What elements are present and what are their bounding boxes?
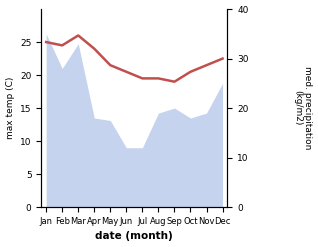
- X-axis label: date (month): date (month): [95, 231, 173, 242]
- Y-axis label: max temp (C): max temp (C): [5, 77, 15, 139]
- Y-axis label: med. precipitation
(kg/m2): med. precipitation (kg/m2): [293, 66, 313, 150]
